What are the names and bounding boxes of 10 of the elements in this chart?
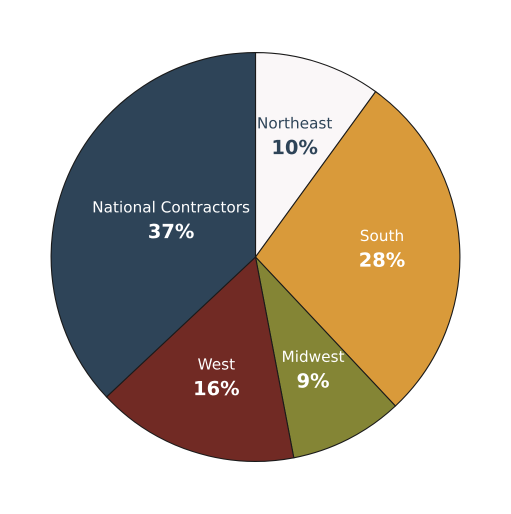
data-label: 10% — [274, 140, 318, 154]
data-label: 9% — [298, 373, 329, 388]
slice-label: Midwest — [283, 350, 344, 362]
slice-label: West — [198, 358, 235, 370]
slice-label: South — [360, 229, 403, 242]
data-label: 16% — [195, 380, 239, 396]
slice-label: National Contractors — [94, 200, 250, 213]
data-label: 28% — [360, 252, 405, 267]
data-label: 37% — [149, 224, 194, 238]
slice-label: Northeast — [258, 116, 332, 129]
